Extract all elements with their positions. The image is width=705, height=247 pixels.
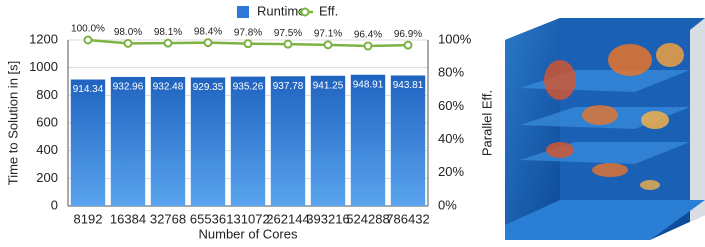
bar	[71, 80, 105, 206]
y-tick-label: 400	[36, 142, 58, 157]
eff-value-label: 97.1%	[314, 28, 342, 39]
y-tick-label: 800	[36, 87, 58, 102]
legend-swatch	[237, 6, 249, 18]
legend-marker	[302, 9, 309, 16]
bar-value-label: 941.25	[313, 80, 344, 91]
y2-tick-label: 100%	[438, 31, 472, 46]
y-tick-label: 600	[36, 114, 58, 129]
bar-value-label: 914.34	[73, 84, 104, 95]
eff-value-label: 98.1%	[154, 27, 182, 38]
y2-tick-label: 20%	[438, 164, 464, 179]
x-tick-label: 262144	[266, 211, 309, 226]
eff-marker	[205, 39, 212, 46]
bar	[391, 75, 425, 206]
y2-axis-title: Parallel Eff.	[479, 90, 494, 156]
y-tick-label: 1000	[29, 59, 58, 74]
y-axis-title: Time to Solution in [s]	[5, 61, 20, 186]
x-tick-label: 65536	[190, 211, 226, 226]
y-tick-label: 200	[36, 170, 58, 185]
x-tick-label: 8192	[74, 211, 103, 226]
bar-value-label: 948.91	[353, 79, 384, 90]
eff-value-label: 97.5%	[274, 28, 302, 39]
bar-value-label: 932.96	[113, 82, 144, 93]
bar-value-label: 937.78	[273, 81, 304, 92]
legend-label: Eff.	[319, 3, 338, 18]
eff-marker	[245, 40, 252, 47]
bar	[311, 76, 345, 206]
x-tick-label: 393216	[306, 211, 349, 226]
eff-value-label: 96.9%	[394, 29, 422, 40]
eff-value-label: 97.8%	[234, 27, 262, 38]
eff-marker	[165, 40, 172, 47]
x-tick-label: 524288	[346, 211, 389, 226]
y2-tick-label: 80%	[438, 65, 464, 80]
eff-marker	[325, 41, 332, 48]
y-tick-label: 0	[51, 197, 58, 212]
eff-value-label: 96.4%	[354, 30, 382, 41]
page: {"chart_data": {"type": "bar", "categori…	[0, 0, 705, 242]
bar-value-label: 943.81	[393, 80, 424, 91]
bar	[271, 76, 305, 206]
eff-marker	[365, 42, 372, 49]
y2-tick-label: 60%	[438, 98, 464, 113]
x-tick-label: 32768	[150, 211, 186, 226]
bar	[231, 77, 265, 206]
bar	[111, 77, 145, 206]
bar	[191, 77, 225, 206]
x-axis-title: Number of Cores	[199, 226, 298, 241]
eff-marker	[125, 40, 132, 47]
x-tick-label: 16384	[110, 211, 146, 226]
bar-value-label: 935.26	[233, 81, 264, 92]
eff-marker	[85, 37, 92, 44]
bar	[151, 77, 185, 206]
y-tick-label: 1200	[29, 31, 58, 46]
x-tick-label: 786432	[386, 211, 429, 226]
bar-value-label: 932.48	[153, 82, 184, 93]
eff-marker	[405, 42, 412, 49]
bar-value-label: 929.35	[193, 82, 224, 93]
simulation-image	[505, 18, 705, 240]
chart: Time to Solution in [s] Parallel Eff. Nu…	[0, 0, 705, 242]
eff-value-label: 100.0%	[71, 24, 105, 35]
eff-value-label: 98.0%	[114, 27, 142, 38]
x-tick-label: 131072	[226, 211, 269, 226]
eff-value-label: 98.4%	[194, 26, 222, 37]
y2-tick-label: 40%	[438, 131, 464, 146]
eff-marker	[285, 41, 292, 48]
bar	[351, 75, 385, 206]
y2-tick-label: 0%	[438, 197, 457, 212]
